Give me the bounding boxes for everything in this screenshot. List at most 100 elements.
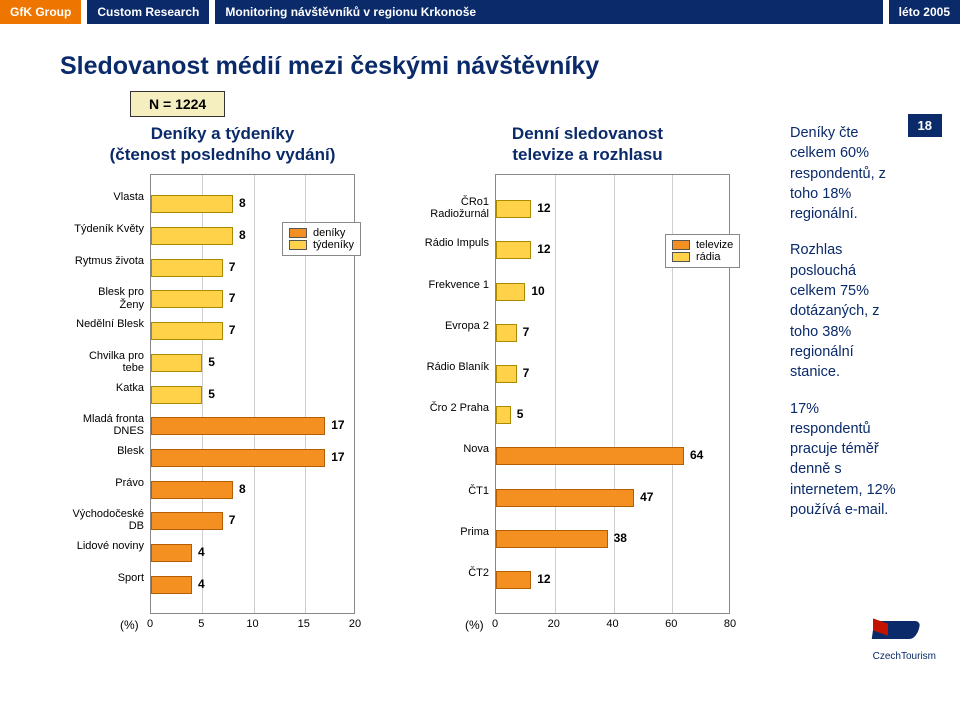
chart2-value-label: 5: [517, 407, 524, 421]
czechtourism-logo: CzechTourism: [873, 621, 936, 662]
chart2-bar: [496, 571, 531, 589]
note-1: Deníky čte celkem 60% respondentů, z toh…: [790, 123, 900, 224]
chart2-xtick: 0: [492, 618, 498, 630]
chart1-category-label: Blesk proŽeny: [60, 286, 144, 310]
chart1-value-label: 5: [208, 355, 215, 369]
legend-swatch-icon: [289, 228, 307, 238]
columns: Deníky a týdeníky (čtenost posledního vy…: [60, 123, 900, 642]
chart2-xtick: 40: [606, 618, 618, 630]
chart1-value-label: 7: [229, 260, 236, 274]
header-period: léto 2005: [889, 0, 960, 24]
chart2-plot-wrap: 12121077564473812020406080(%)ČRo1Radiožu…: [415, 174, 760, 642]
chart1-category-label: Mladá frontaDNES: [60, 413, 144, 437]
chart2-category-label: Frekvence 1: [415, 279, 489, 291]
chart1-bar: [151, 259, 223, 277]
chart2-value-label: 12: [537, 201, 550, 215]
chart-tv-radio: Denní sledovanost televize a rozhlasu 12…: [415, 123, 760, 642]
chart1-bar: [151, 354, 202, 372]
header-brand: GfK Group: [0, 0, 81, 24]
chart2-value-label: 12: [537, 242, 550, 256]
chart1-category-label: Katka: [60, 382, 144, 394]
flag-icon: [873, 621, 919, 651]
page-title: Sledovanost médií mezi českými návštěvní…: [60, 52, 900, 81]
chart1-xtick: 0: [147, 618, 153, 630]
chart1-bar: [151, 227, 233, 245]
chart1-value-label: 17: [331, 450, 344, 464]
chart1-category-label: Vlasta: [60, 191, 144, 203]
chart1-title-line2: (čtenost posledního vydání): [110, 145, 336, 164]
chart1-bar: [151, 386, 202, 404]
chart2-gridline: [614, 175, 615, 613]
legend-swatch-icon: [672, 252, 690, 262]
chart2-category-label: Rádio Blaník: [415, 361, 489, 373]
chart1-xtick: 5: [198, 618, 204, 630]
logo-text: CzechTourism: [873, 651, 936, 662]
chart1-bar: [151, 512, 223, 530]
chart2-bar: [496, 406, 511, 424]
chart2-value-label: 38: [614, 531, 627, 545]
chart1-value-label: 4: [198, 545, 205, 559]
chart1-bar: [151, 449, 325, 467]
chart2-bar: [496, 241, 531, 259]
chart1-xtick: 10: [246, 618, 258, 630]
chart1-category-label: Nedělní Blesk: [60, 318, 144, 330]
chart2-bar: [496, 283, 525, 301]
content: 18 Sledovanost médií mezi českými návště…: [0, 24, 960, 672]
chart2-value-label: 64: [690, 448, 703, 462]
chart2-legend-item: rádia: [672, 251, 733, 263]
chart1-category-label: Týdeník Květy: [60, 223, 144, 235]
chart1-category-label: Blesk: [60, 445, 144, 457]
chart2-bar: [496, 489, 634, 507]
chart1-value-label: 8: [239, 228, 246, 242]
chart2-value-label: 7: [523, 366, 530, 380]
chart2-bar: [496, 365, 517, 383]
chart1-bar: [151, 544, 192, 562]
chart2-legend-item: televize: [672, 239, 733, 251]
header-project: Monitoring návštěvníků v regionu Krkonoš…: [215, 0, 882, 24]
chart-newspapers: Deníky a týdeníky (čtenost posledního vy…: [60, 123, 385, 642]
chart2-title-line2: televize a rozhlasu: [512, 145, 662, 164]
chart2-xtick: 60: [665, 618, 677, 630]
chart1-title: Deníky a týdeníky (čtenost posledního vy…: [110, 123, 336, 166]
legend-label: rádia: [696, 251, 720, 263]
chart1-category-label: Právo: [60, 477, 144, 489]
chart2-category-label: Evropa 2: [415, 320, 489, 332]
page-number-badge: 18: [908, 114, 942, 137]
chart2-category-label: Čro 2 Praha: [415, 402, 489, 414]
chart1-bar: [151, 576, 192, 594]
chart2-value-label: 47: [640, 490, 653, 504]
chart2-bar: [496, 200, 531, 218]
chart2-bar: [496, 324, 517, 342]
chart1-category-label: Chvilka protebe: [60, 350, 144, 374]
chart1-value-label: 7: [229, 323, 236, 337]
chart1-plot-wrap: 88777551717874405101520(%)VlastaTýdeník …: [60, 174, 385, 642]
chart1-value-label: 8: [239, 482, 246, 496]
chart1-bar: [151, 481, 233, 499]
chart1-value-label: 17: [331, 418, 344, 432]
chart2-xunit: (%): [465, 618, 484, 632]
header-bar: GfK Group Custom Research Monitoring náv…: [0, 0, 960, 24]
chart1-legend-item: deníky: [289, 227, 354, 239]
chart2-category-label: ČT1: [415, 485, 489, 497]
side-notes: Deníky čte celkem 60% respondentů, z toh…: [790, 123, 900, 642]
chart2-category-label: Nova: [415, 443, 489, 455]
note-2: Rozhlas poslouchá celkem 75% dotázaných,…: [790, 240, 900, 382]
chart1-legend: deníkytýdeníky: [282, 222, 361, 256]
chart1-value-label: 7: [229, 513, 236, 527]
chart2-xtick: 20: [548, 618, 560, 630]
chart2-title: Denní sledovanost televize a rozhlasu: [512, 123, 663, 166]
chart1-value-label: 8: [239, 196, 246, 210]
chart1-xtick: 15: [298, 618, 310, 630]
note-3: 17% respondentů pracuje téměř denně s in…: [790, 399, 900, 521]
chart2-category-label: ČRo1Radiožurnál: [415, 196, 489, 220]
chart1-bar: [151, 195, 233, 213]
chart1-value-label: 7: [229, 291, 236, 305]
chart1-bar: [151, 417, 325, 435]
chart1-category-label: VýchodočeskéDB: [60, 508, 144, 532]
chart2-category-label: Prima: [415, 526, 489, 538]
chart1-legend-item: týdeníky: [289, 239, 354, 251]
chart1-xtick: 20: [349, 618, 361, 630]
chart1-xunit: (%): [120, 618, 139, 632]
chart1-bar: [151, 290, 223, 308]
chart2-category-label: ČT2: [415, 567, 489, 579]
